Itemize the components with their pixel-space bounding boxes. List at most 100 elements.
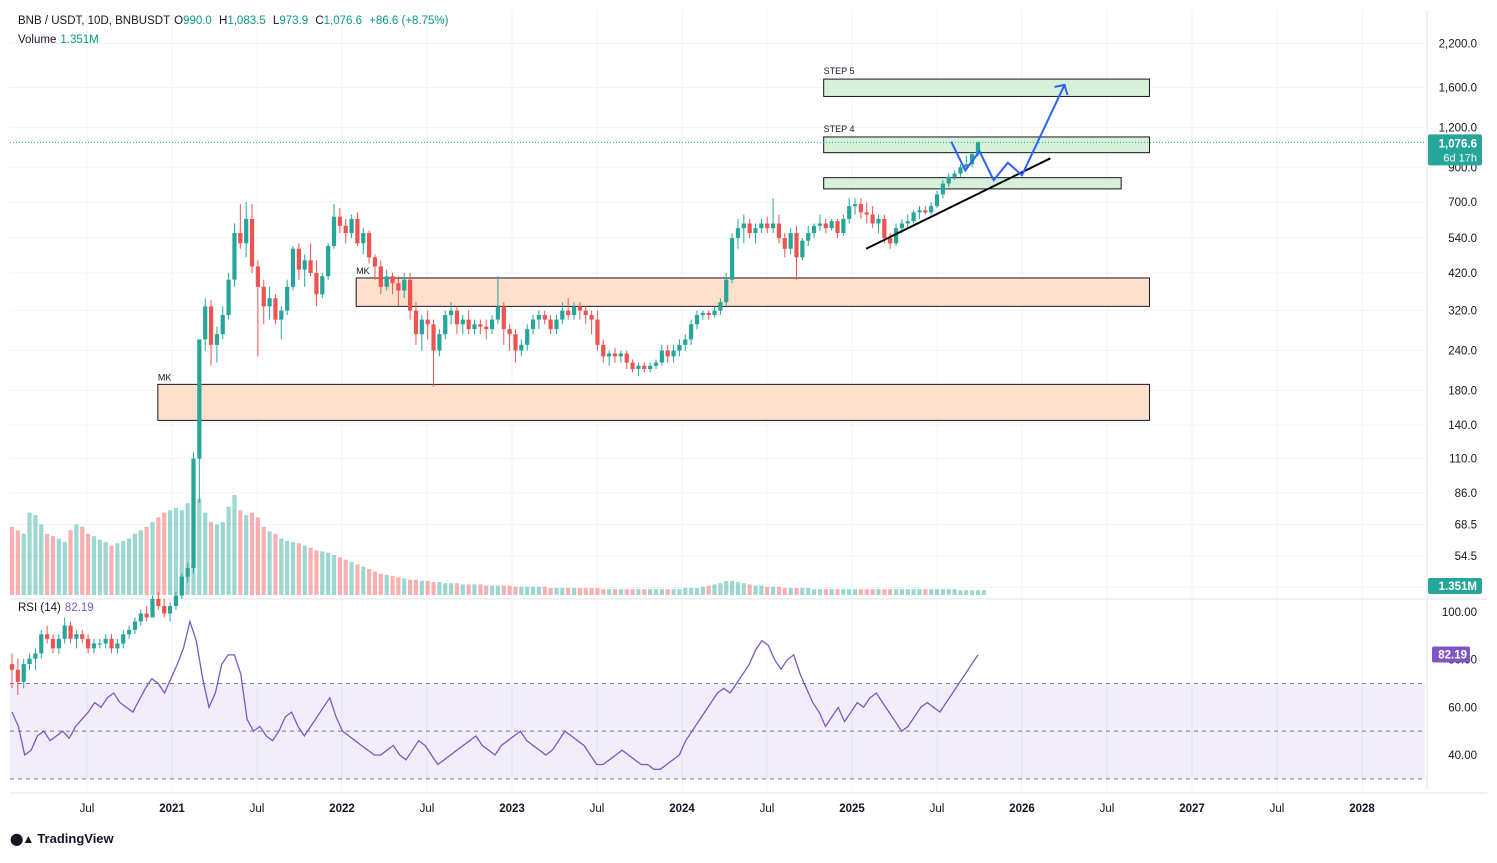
- candle-body: [870, 214, 875, 224]
- candle-body: [794, 233, 799, 258]
- candle-body: [753, 228, 758, 234]
- volume-bar: [507, 585, 512, 595]
- volume-bar: [624, 589, 629, 595]
- candle-body: [964, 164, 969, 168]
- candle-body: [712, 310, 717, 316]
- candle-body: [372, 257, 378, 267]
- candle-body: [724, 279, 729, 303]
- candle-body: [302, 260, 307, 270]
- volume-bar: [852, 589, 858, 595]
- rsi-header[interactable]: RSI (14) 82.19: [18, 602, 98, 614]
- candle-body: [741, 223, 746, 229]
- volume-badge-text: 1.351M: [1439, 581, 1477, 593]
- candle-body: [167, 606, 173, 614]
- candle-body: [68, 625, 73, 639]
- candle-body: [144, 613, 149, 618]
- volume-bar: [208, 522, 214, 595]
- time-tick-label: 2024: [669, 803, 695, 815]
- volume-bar: [167, 510, 173, 595]
- candle-body: [607, 353, 612, 357]
- price-tick-label: 86.0: [1455, 488, 1477, 500]
- candle-body: [103, 638, 108, 644]
- candle-body: [208, 306, 214, 345]
- volume-bar: [893, 589, 899, 595]
- volume-bar: [741, 583, 746, 595]
- candle-body: [519, 344, 524, 351]
- candle-body: [249, 218, 255, 267]
- volume-bar: [355, 564, 360, 595]
- candle-body: [489, 319, 495, 330]
- volume-bar: [829, 589, 834, 595]
- candle-body: [630, 362, 635, 370]
- time-tick-label: Jul: [80, 803, 95, 815]
- candle-body: [378, 266, 383, 287]
- zone-mk-lower: [157, 383, 1151, 421]
- price-tick-label: 54.5: [1455, 551, 1477, 563]
- candle-body: [296, 248, 301, 270]
- volume-bar: [934, 589, 940, 595]
- symbol-title[interactable]: BNB / USDT, 10D, BNBUSDT: [18, 15, 171, 27]
- candle-body: [577, 306, 582, 311]
- candle-body: [138, 613, 143, 622]
- volume-bar: [501, 585, 506, 595]
- projection-path: [950, 84, 1066, 183]
- volume-bar: [601, 589, 606, 595]
- volume-bar: [911, 589, 916, 595]
- candle-body: [817, 223, 823, 226]
- price-tick-label: 240.0: [1448, 346, 1477, 358]
- price-tick-label: 68.5: [1455, 519, 1477, 531]
- candle-body: [21, 664, 26, 682]
- rsi-tick-label: 40.00: [1448, 750, 1477, 762]
- tradingview-logo[interactable]: ⬤▲ TradingView: [10, 831, 114, 846]
- candle-body: [899, 223, 904, 229]
- volume-bar: [724, 580, 729, 595]
- volume-bar: [642, 589, 647, 595]
- volume-bar: [917, 589, 922, 595]
- volume-bar: [700, 586, 705, 595]
- price-tick-label: 1,200.0: [1439, 122, 1477, 134]
- candle-body: [478, 324, 483, 327]
- volume-bar: [349, 562, 354, 595]
- candle-body: [396, 283, 401, 291]
- volume-bar: [595, 587, 600, 595]
- candle-body: [905, 221, 910, 224]
- symbol-header[interactable]: BNB / USDT, 10D, BNBUSDT O990.0 H1,083.5 …: [18, 15, 452, 27]
- candle-body: [220, 315, 225, 335]
- time-tick-label: 2027: [1179, 803, 1205, 815]
- candle-body: [689, 324, 694, 340]
- volume-bar: [15, 530, 20, 595]
- candle-body: [261, 286, 266, 307]
- volume-bar: [121, 540, 126, 595]
- volume-bar: [302, 545, 307, 595]
- volume-bar: [150, 522, 155, 595]
- candle-body: [56, 638, 61, 649]
- volume-bar: [929, 589, 934, 595]
- price-tick-label: 320.0: [1448, 306, 1477, 318]
- volume-bar: [671, 589, 676, 595]
- candle-body: [923, 210, 928, 213]
- volume-bar: [448, 583, 454, 595]
- candle-body: [156, 598, 161, 607]
- volume-bar: [571, 587, 577, 595]
- volume-bar: [396, 577, 401, 595]
- candle-body: [934, 194, 940, 207]
- candle-body: [893, 228, 899, 244]
- candle-body: [648, 365, 653, 370]
- volume-bar: [712, 584, 717, 595]
- rsi-tick-label: 60.00: [1448, 702, 1477, 714]
- candle-body: [472, 324, 477, 330]
- volume-bar: [888, 589, 893, 595]
- candle-body: [9, 664, 15, 670]
- candle-body: [671, 350, 676, 357]
- volume-bar: [542, 586, 547, 595]
- volume-header[interactable]: Volume 1.351M: [18, 34, 103, 46]
- candle-body: [770, 223, 776, 229]
- time-tick-label: Jul: [760, 803, 775, 815]
- volume-bar: [314, 550, 319, 595]
- volume-bar: [964, 590, 969, 595]
- volume-bar: [665, 589, 670, 595]
- candle-body: [788, 233, 793, 249]
- volume-bar: [267, 531, 272, 595]
